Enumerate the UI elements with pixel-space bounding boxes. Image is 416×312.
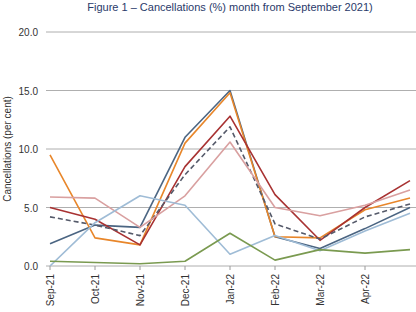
y-tick-label: 20.0 [19,27,39,38]
y-tick-label: 5.0 [24,203,38,214]
series-line [50,91,410,249]
chart: Figure 1 – Cancellations (%) month from … [0,0,416,312]
grid-line [46,90,416,91]
title: Figure 1 – Cancellations (%) month from … [87,1,373,13]
x-tick-label: Nov-21 [135,274,146,307]
series-line [50,142,410,227]
x-tick-label: Jan-22 [225,274,236,305]
grid-line [46,266,416,267]
x-tick-label: Mar-22 [315,274,326,306]
x-tick-label: Dec-21 [180,274,191,307]
x-tick [365,266,366,270]
x-tick-label: Sep-21 [45,274,56,307]
y-axis-label: Cancellations (per cent) [2,96,13,202]
grid-line [46,207,416,208]
series-line [50,233,410,264]
y-tick-label: 10.0 [19,144,39,155]
x-tick [50,266,51,270]
grid-line [46,149,416,150]
grid-line [46,32,416,33]
x-tick [230,266,231,270]
series-line [50,196,410,266]
x-tick-label: Oct-21 [90,274,101,304]
x-tick-label: Feb-22 [270,274,281,306]
x-tick [320,266,321,270]
series-line [50,127,410,239]
y-tick-label: 0.0 [24,261,38,272]
x-tick [185,266,186,270]
x-tick-label: Apr-22 [360,274,371,304]
x-tick [140,266,141,270]
series-line [50,93,410,245]
series-line [50,116,410,245]
x-tick [275,266,276,270]
y-tick-label: 15.0 [19,86,39,97]
plot-area [50,91,410,267]
x-tick [95,266,96,270]
